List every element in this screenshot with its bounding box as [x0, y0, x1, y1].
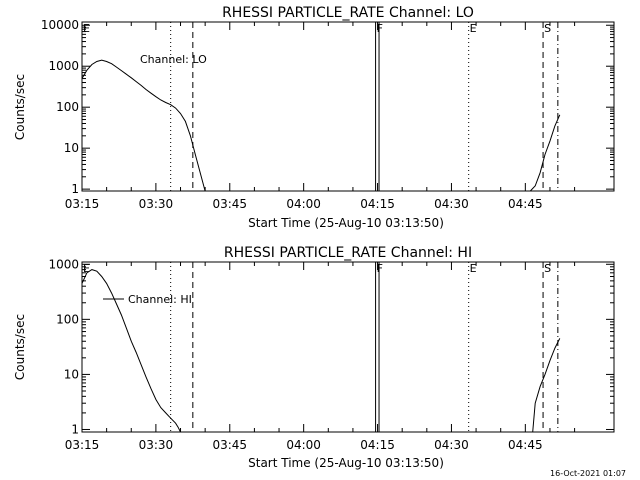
hi-axes: 03:15 03:30 03:45 04:00 04:15 04:30 04:45 1 10 10…	[48, 257, 614, 452]
x-tick-label: 03:45	[212, 197, 247, 211]
marker-label-6: S	[544, 22, 551, 35]
x-tick-label: 03:30	[139, 197, 174, 211]
marker-label-0: E	[83, 22, 90, 35]
series-line-1	[529, 114, 561, 192]
marker-label-6: S	[544, 262, 551, 275]
hi-ylabel: Counts/sec	[13, 314, 27, 380]
lo-channel-panel: RHESSI PARTICLE_RATE Channel: LO Counts/…	[13, 5, 615, 230]
timestamp: 16-Oct-2021 01:07	[550, 469, 626, 478]
x-tick-label: 04:30	[434, 197, 469, 211]
marker-label-0: E	[83, 262, 90, 275]
x-tick-label: 04:00	[286, 438, 321, 452]
hi-plot-frame	[81, 261, 615, 433]
series-line-0	[81, 59, 206, 192]
lo-xlabel: Start Time (25-Aug-10 03:13:50)	[248, 216, 444, 230]
x-tick-label: 04:45	[508, 197, 543, 211]
lo-ylabel: Counts/sec	[13, 74, 27, 140]
x-tick-label: 03:15	[65, 438, 100, 452]
hi-legend: Channel: HI	[128, 293, 192, 306]
hi-xlabel: Start Time (25-Aug-10 03:13:50)	[248, 456, 444, 470]
x-tick-label: 04:15	[360, 438, 395, 452]
y-tick-label: 1000	[48, 59, 79, 73]
x-tick-label: 03:15	[65, 197, 100, 211]
x-tick-label: 04:45	[508, 438, 543, 452]
hi-series	[81, 269, 561, 433]
lo-axes: 03:15 03:30 03:45 04:00 04:15 04:30 04:45 1 10 10…	[41, 18, 614, 211]
marker-label-3: F	[377, 262, 383, 275]
marker-label-5: E	[470, 262, 477, 275]
y-tick-label: 10	[64, 141, 79, 155]
y-tick-label: 10	[64, 367, 79, 381]
y-tick-label: 10000	[41, 18, 79, 32]
x-tick-label: 03:30	[139, 438, 174, 452]
marker-label-3: F	[377, 22, 383, 35]
lo-legend: Channel: LO	[140, 53, 207, 66]
x-tick-label: 04:15	[360, 197, 395, 211]
y-tick-label: 100	[56, 312, 79, 326]
x-tick-label: 04:30	[434, 438, 469, 452]
lo-plot-title: RHESSI PARTICLE_RATE Channel: LO	[222, 5, 474, 21]
hi-plot-title: RHESSI PARTICLE_RATE Channel: HI	[224, 245, 472, 261]
marker-label-5: E	[470, 22, 477, 35]
y-tick-label: 1	[71, 182, 79, 196]
y-tick-label: 1	[71, 422, 79, 436]
series-line-1	[532, 338, 561, 433]
lo-plot-frame	[81, 21, 615, 192]
x-tick-label: 04:00	[286, 197, 321, 211]
x-tick-label: 03:45	[212, 438, 247, 452]
y-tick-label: 1000	[48, 257, 79, 271]
hi-channel-panel: RHESSI PARTICLE_RATE Channel: HI Counts/…	[13, 245, 615, 470]
y-tick-label: 100	[56, 100, 79, 114]
series-line-0	[81, 269, 181, 433]
lo-series	[81, 59, 561, 192]
